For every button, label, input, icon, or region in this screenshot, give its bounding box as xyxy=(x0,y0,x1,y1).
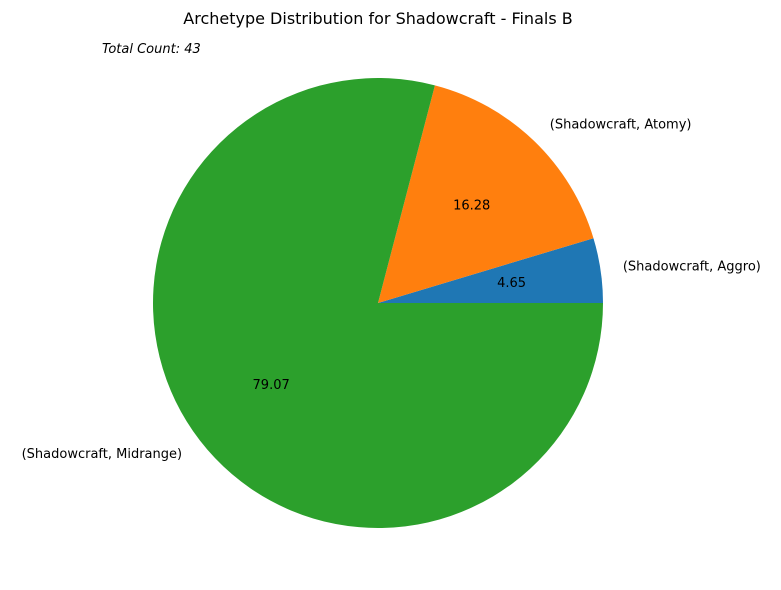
slice-value-label: 16.28 xyxy=(453,198,490,213)
pie-slices xyxy=(153,78,603,528)
slice-value-label: 79.07 xyxy=(253,378,290,393)
slice-label: (Shadowcraft, Midrange) xyxy=(22,447,183,462)
slice-value-label: 4.65 xyxy=(497,276,526,291)
slice-label: (Shadowcraft, Aggro) xyxy=(623,259,761,274)
slice-label: (Shadowcraft, Atomy) xyxy=(550,117,692,132)
total-count-annotation: Total Count: 43 xyxy=(102,42,201,57)
chart-title: Archetype Distribution for Shadowcraft -… xyxy=(183,9,572,28)
